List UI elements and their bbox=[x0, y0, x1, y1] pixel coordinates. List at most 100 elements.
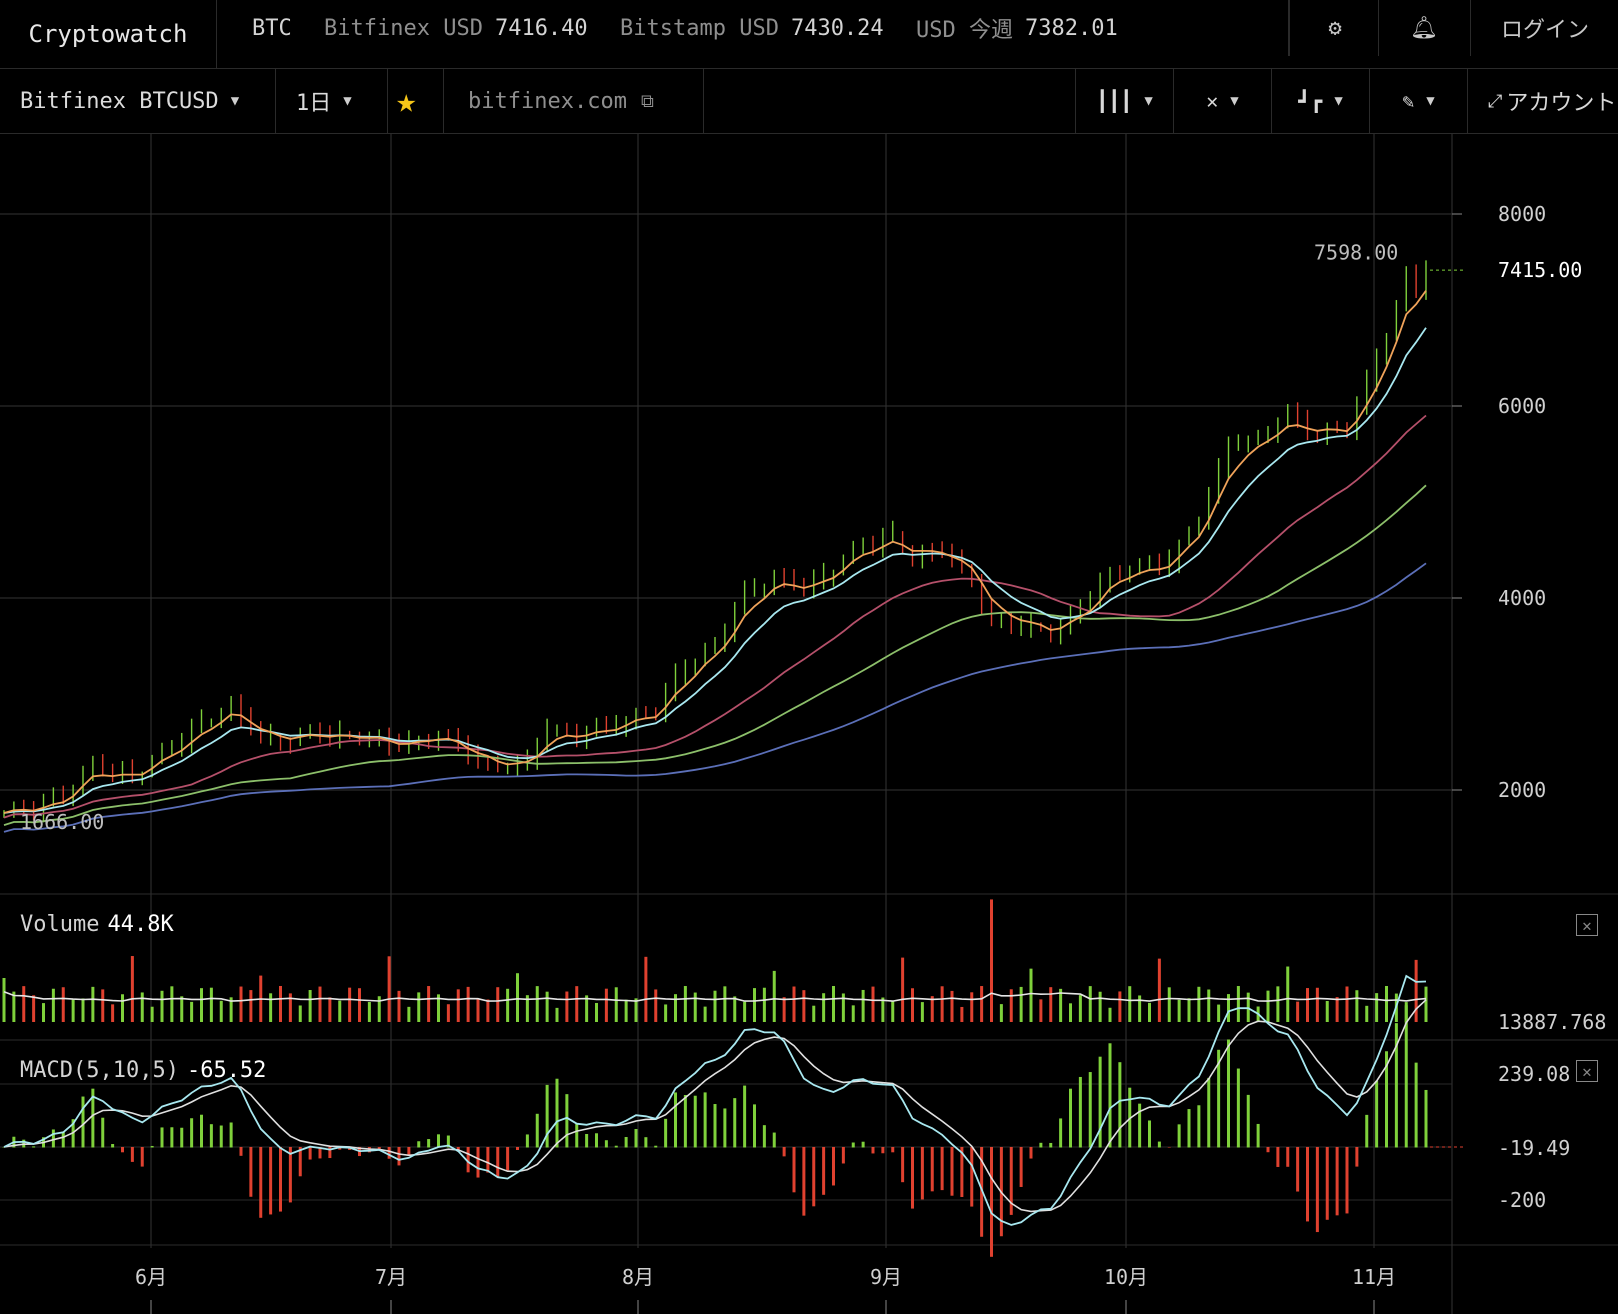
macd-histogram-bar bbox=[437, 1134, 440, 1148]
volume-bar bbox=[525, 995, 529, 1022]
volume-bar bbox=[229, 997, 233, 1022]
macd-histogram-bar bbox=[417, 1141, 421, 1148]
macd-histogram-bar bbox=[802, 1147, 806, 1216]
volume-bar bbox=[130, 956, 134, 1022]
volume-bar bbox=[1236, 986, 1240, 1022]
macd-histogram-bar bbox=[1217, 1049, 1221, 1148]
macd-histogram-bar bbox=[674, 1092, 677, 1148]
volume-bar bbox=[427, 986, 431, 1022]
macd-histogram-bar bbox=[664, 1118, 668, 1148]
price-chart[interactable]: 8000 6000 4000 2000 7415.00 7598.00 1666.00 138… bbox=[0, 134, 1618, 1314]
login-button[interactable]: ログイン bbox=[1470, 0, 1618, 56]
macd-histogram-bar bbox=[1108, 1043, 1112, 1148]
macd-histogram-bar bbox=[585, 1134, 589, 1148]
macd-histogram-bar bbox=[940, 1147, 944, 1191]
volume-bar bbox=[713, 990, 717, 1022]
indicators-button[interactable]: ✕ ▼ bbox=[1173, 69, 1271, 133]
macd-histogram-bar bbox=[1197, 1105, 1201, 1148]
macd-histogram-bar bbox=[150, 1145, 154, 1148]
macd-histogram-bar bbox=[496, 1147, 500, 1178]
volume-bar bbox=[407, 1006, 411, 1022]
ticker-bitfinex-label: Bitfinex USD bbox=[324, 15, 483, 41]
volume-bar bbox=[219, 1000, 223, 1022]
volume-close-button[interactable]: ✕ bbox=[1576, 914, 1598, 936]
volume-bar bbox=[723, 986, 727, 1022]
volume-bar bbox=[861, 989, 865, 1022]
macd-histogram-bar bbox=[1039, 1142, 1043, 1148]
candlestick-icon: ┃┃┃ bbox=[1096, 89, 1133, 113]
macd-histogram-bar bbox=[881, 1147, 885, 1154]
favorite-button[interactable]: ★ bbox=[388, 69, 444, 133]
macd-histogram-bar bbox=[308, 1147, 312, 1160]
macd-histogram-bar bbox=[822, 1147, 826, 1195]
exchange-link[interactable]: bitfinex.com ⧉ bbox=[444, 69, 704, 133]
draw-tools-button[interactable]: ✎ ▼ bbox=[1369, 69, 1467, 133]
volume-bar bbox=[1128, 986, 1132, 1022]
macd-histogram-bar bbox=[970, 1147, 974, 1207]
ticker-btc-label: BTC bbox=[252, 15, 292, 41]
volume-axis-label: 13887.768 bbox=[1498, 1010, 1606, 1034]
login-label: ログイン bbox=[1500, 18, 1589, 43]
ticker-bitstamp[interactable]: Bitstamp USD 7430.24 bbox=[620, 0, 884, 56]
macd-histogram-bar bbox=[1118, 1062, 1122, 1148]
macd-histogram-bar bbox=[180, 1127, 184, 1148]
volume-bar bbox=[1217, 1004, 1221, 1022]
volume-bar bbox=[1414, 959, 1418, 1022]
macd-histogram-bar bbox=[209, 1124, 213, 1148]
volume-bar bbox=[190, 1001, 194, 1022]
chevron-down-icon: ▼ bbox=[1334, 93, 1343, 109]
volume-bar bbox=[753, 988, 756, 1022]
volume-bar bbox=[832, 986, 835, 1022]
macd-histogram-bar bbox=[1019, 1147, 1023, 1187]
studies-button[interactable]: ┛┏ ▼ bbox=[1271, 69, 1369, 133]
interval-label: 1日 bbox=[296, 91, 332, 116]
volume-bar bbox=[920, 1002, 924, 1022]
volume-bar bbox=[180, 996, 184, 1022]
macd-line bbox=[3, 974, 1427, 1226]
volume-bar bbox=[1098, 991, 1102, 1022]
macd-histogram-bar bbox=[170, 1127, 174, 1148]
volume-bar bbox=[506, 988, 510, 1022]
volume-bar bbox=[1138, 995, 1142, 1022]
volume-bar bbox=[1069, 1003, 1072, 1022]
volume-bar bbox=[822, 993, 826, 1022]
ticker-btc[interactable]: BTC bbox=[252, 0, 292, 56]
macd-close-button[interactable]: ✕ bbox=[1576, 1060, 1598, 1082]
chevron-down-icon: ▼ bbox=[1426, 93, 1435, 109]
interval-selector[interactable]: 1日 ▼ bbox=[276, 69, 388, 133]
volume-bar bbox=[950, 990, 954, 1022]
macd-histogram-bar bbox=[841, 1147, 845, 1164]
ma-line-red bbox=[3, 414, 1427, 819]
alerts-button[interactable]: 🔔︎ bbox=[1378, 0, 1469, 56]
macd-histogram-bar bbox=[239, 1147, 243, 1156]
volume-bar bbox=[940, 986, 944, 1022]
volume-bar bbox=[377, 996, 381, 1022]
ma-line-green bbox=[3, 484, 1427, 826]
chart-type-button[interactable]: ┃┃┃ ▼ bbox=[1075, 69, 1173, 133]
close-icon: ✕ bbox=[1582, 1061, 1592, 1081]
settings-button[interactable]: ⚙ bbox=[1288, 0, 1380, 56]
macd-histogram-bar bbox=[1345, 1147, 1349, 1214]
macd-histogram-bar bbox=[1088, 1072, 1092, 1148]
market-selector[interactable]: Bitfinex BTCUSD ▼ bbox=[0, 69, 276, 133]
volume-bar bbox=[486, 999, 490, 1022]
volume-bar bbox=[733, 996, 737, 1022]
ticker-bitfinex[interactable]: Bitfinex USD 7416.40 bbox=[324, 0, 588, 56]
macd-histogram-bar bbox=[693, 1095, 697, 1148]
macd-histogram-bar bbox=[634, 1129, 638, 1148]
ticker-weekly[interactable]: USD 今週 7382.01 bbox=[916, 0, 1118, 56]
volume-bar bbox=[1177, 999, 1181, 1022]
account-button[interactable]: ⤢ アカウント bbox=[1467, 69, 1618, 133]
macd-panel-title: MACD(5,10,5) -65.52 bbox=[20, 1058, 266, 1083]
volume-bar bbox=[1049, 987, 1053, 1022]
volume-bar bbox=[200, 988, 203, 1022]
macd-histogram-bar bbox=[772, 1132, 776, 1148]
volume-bar bbox=[703, 1006, 707, 1022]
macd-histogram-bar bbox=[1207, 1077, 1211, 1148]
ticker-bitstamp-label: Bitstamp USD bbox=[620, 15, 779, 41]
macd-histogram-bar bbox=[812, 1147, 816, 1207]
macd-histogram-bar bbox=[861, 1141, 865, 1148]
macd-histogram-bar bbox=[1078, 1076, 1082, 1148]
brand-logo[interactable]: Cryptowatch bbox=[0, 0, 217, 68]
macd-histogram-bar bbox=[703, 1092, 707, 1148]
